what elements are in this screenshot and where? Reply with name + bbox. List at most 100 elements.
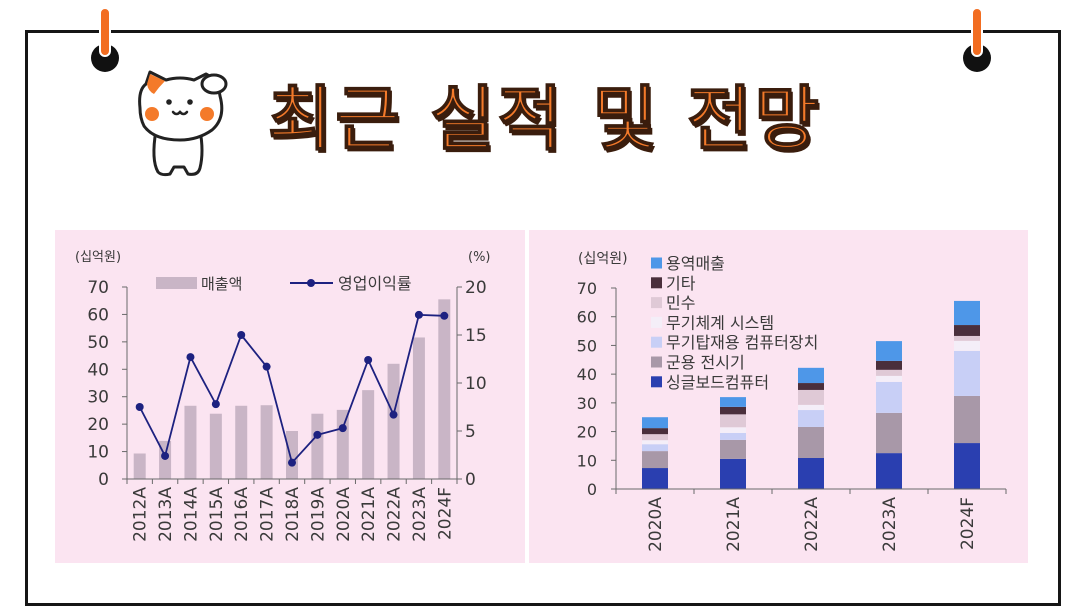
operating-margin-point bbox=[186, 353, 195, 362]
stack-segment-single-board-computer bbox=[720, 458, 746, 489]
stack-segment-civilian bbox=[954, 335, 980, 341]
stack-segment-weapon-mounted-computer bbox=[798, 410, 824, 427]
operating-margin-point bbox=[440, 311, 449, 320]
legend-label-military-display: 군용 전시기 bbox=[666, 353, 745, 372]
stack-segment-weapon-system bbox=[798, 404, 824, 411]
x-tick-label: 2012A bbox=[131, 487, 151, 542]
x-tick-label: 2016A bbox=[232, 487, 252, 542]
stack-segment-other bbox=[720, 406, 746, 415]
cat-eye-right bbox=[187, 99, 193, 105]
legend-label-single-board-computer: 싱글보드컴퓨터 bbox=[666, 373, 769, 392]
stack-segment-civilian bbox=[798, 389, 824, 405]
y-tick-label: 30 bbox=[577, 394, 597, 413]
legend-label-service-revenue: 용역매출 bbox=[666, 254, 725, 273]
stack-segment-weapon-mounted-computer bbox=[642, 444, 668, 452]
stack-segment-weapon-mounted-computer bbox=[954, 350, 980, 396]
legend-swatch-revenue bbox=[156, 277, 197, 289]
y-tick-label: 10 bbox=[87, 443, 109, 463]
legend-swatch-margin-point bbox=[307, 279, 315, 287]
stack-segment-service-revenue bbox=[798, 367, 824, 384]
stack-segment-weapon-system bbox=[954, 340, 980, 351]
cat-raised-paw bbox=[200, 73, 228, 95]
operating-margin-point bbox=[135, 403, 144, 411]
stack-segment-military-display bbox=[720, 439, 746, 459]
stack-segment-civilian bbox=[642, 434, 668, 441]
stack-segment-service-revenue bbox=[720, 397, 746, 407]
legend-swatch-weapon-system bbox=[651, 316, 662, 328]
cat-ear-patch bbox=[147, 74, 165, 94]
legend-swatch-other bbox=[651, 277, 662, 289]
stack-segment-civilian bbox=[876, 369, 902, 376]
stack-segment-weapon-mounted-computer bbox=[876, 381, 902, 413]
x-tick-label: 2024F bbox=[435, 487, 455, 540]
y2-tick-label: 15 bbox=[465, 326, 487, 346]
cat-cheek-left bbox=[145, 107, 159, 121]
y-tick-label: 40 bbox=[577, 365, 597, 384]
y2-tick-label: 20 bbox=[465, 278, 487, 298]
revenue-bar bbox=[235, 405, 248, 479]
stack-segment-single-board-computer bbox=[954, 443, 980, 489]
y-tick-label: 10 bbox=[577, 451, 597, 470]
revenue-bar bbox=[412, 337, 425, 479]
revenue-bar bbox=[438, 299, 451, 479]
pushpin-icon bbox=[91, 7, 119, 72]
legend-label-weapon-system: 무기체계 시스템 bbox=[666, 313, 774, 332]
y-tick-label: 70 bbox=[577, 279, 597, 298]
y-tick-label: 0 bbox=[587, 480, 597, 499]
operating-margin-point bbox=[211, 400, 220, 409]
x-tick-label: 2018A bbox=[283, 487, 303, 542]
y-tick-label: 60 bbox=[577, 308, 597, 327]
stack-segment-civilian bbox=[720, 414, 746, 428]
operating-margin-point bbox=[161, 451, 170, 460]
revenue-bar bbox=[209, 413, 222, 479]
y-tick-label: 50 bbox=[87, 333, 109, 353]
y2-tick-label: 10 bbox=[465, 374, 487, 394]
operating-margin-point bbox=[364, 355, 373, 364]
y-tick-label: 60 bbox=[87, 305, 109, 325]
y-tick-label: 70 bbox=[87, 278, 109, 298]
stack-segment-military-display bbox=[876, 412, 902, 454]
revenue-bar bbox=[336, 409, 349, 479]
revenue-bar bbox=[387, 363, 400, 479]
x-tick-label: 2015A bbox=[207, 487, 227, 542]
stack-segment-service-revenue bbox=[642, 417, 668, 429]
x-tick-label: 2021A bbox=[724, 497, 744, 552]
cat-mouth bbox=[171, 110, 189, 116]
stack-segment-military-display bbox=[954, 395, 980, 444]
legend-label-other: 기타 bbox=[666, 274, 696, 293]
y-tick-label: 20 bbox=[577, 423, 597, 442]
cat-head bbox=[138, 70, 224, 142]
chart-marks: 0 10 20 30 40 50 60 70 2020A 2021A 2022A 2023A 2024F bbox=[577, 279, 1007, 552]
legend-swatch-military-display bbox=[651, 356, 662, 368]
revenue-margin-chart-panel: (십억원) (%) 매출액 영업이익률 0 10 20 30 40 50 60 70 0 5 10 1… bbox=[55, 230, 525, 563]
operating-margin-point bbox=[313, 430, 322, 439]
stack-segment-single-board-computer bbox=[642, 468, 668, 489]
stack-segment-service-revenue bbox=[954, 300, 980, 326]
x-tick-label: 2020A bbox=[646, 497, 666, 552]
y-tick-label: 0 bbox=[98, 470, 109, 490]
operating-margin-point bbox=[338, 424, 347, 433]
y-axis-unit-label: (십억원) bbox=[578, 251, 628, 267]
slide-title: 최근 실적 및 전망 bbox=[267, 77, 822, 161]
x-tick-label: 2013A bbox=[156, 487, 176, 542]
stack-segment-single-board-computer bbox=[798, 457, 824, 489]
stack-segment-military-display bbox=[798, 426, 824, 458]
x-tick-label: 2023A bbox=[410, 487, 430, 542]
x-tick-label: 2023A bbox=[880, 497, 900, 552]
stack-segment-weapon-mounted-computer bbox=[720, 433, 746, 440]
x-tick-label: 2021A bbox=[359, 487, 379, 542]
y2-axis-unit-label: (%) bbox=[468, 250, 491, 265]
y-tick-label: 40 bbox=[87, 360, 109, 380]
x-tick-label: 2017A bbox=[258, 487, 278, 542]
x-tick-label: 2022A bbox=[385, 487, 405, 542]
revenue-bar bbox=[311, 413, 324, 479]
stack-segment-other bbox=[642, 428, 668, 435]
operating-margin-point bbox=[288, 458, 296, 467]
legend-swatch-single-board-computer bbox=[651, 376, 662, 388]
cat-mascot-icon bbox=[138, 70, 228, 177]
y2-tick-label: 0 bbox=[465, 470, 476, 490]
legend: 매출액 영업이익률 bbox=[156, 274, 412, 293]
pin-bar bbox=[971, 7, 983, 57]
